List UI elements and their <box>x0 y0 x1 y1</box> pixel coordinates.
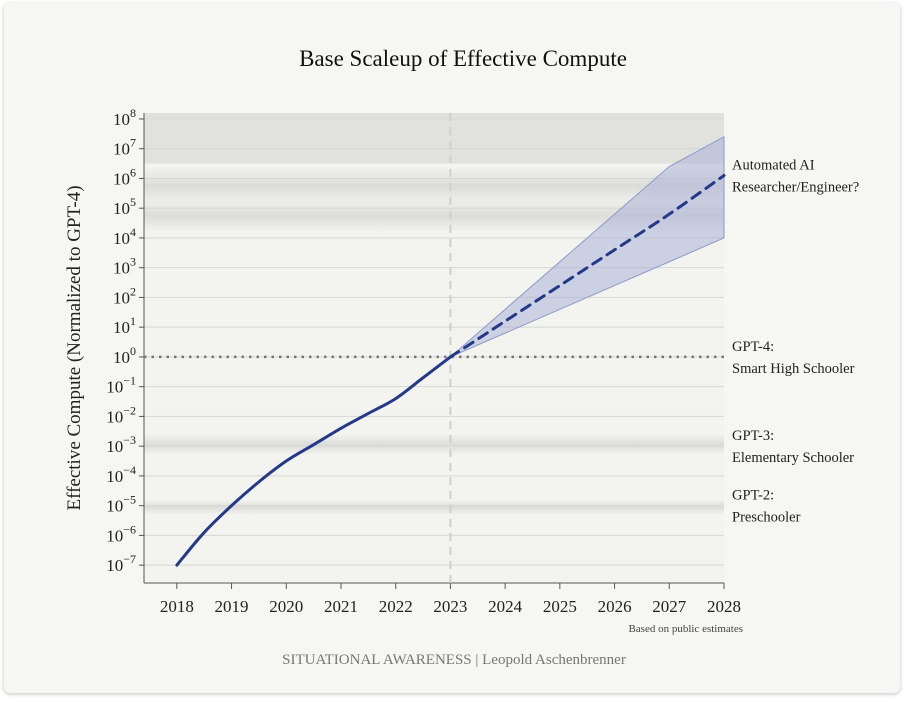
annotation-2-line-1: Elementary Schooler <box>732 450 854 466</box>
x-tick-label-2023: 2023 <box>433 597 467 616</box>
y-tick-label-4: 104 <box>113 225 136 248</box>
y-tick-label--1: 10−1 <box>106 374 136 397</box>
y-tick-label-8: 108 <box>113 106 136 129</box>
x-tick-label-2021: 2021 <box>324 597 358 616</box>
x-tick-label-2027: 2027 <box>652 597 687 616</box>
y-tick-label-2: 102 <box>113 284 136 307</box>
y-tick-label-3: 103 <box>113 255 136 278</box>
shaded-band-top <box>144 113 724 164</box>
x-tick-label-2028: 2028 <box>707 597 741 616</box>
annotation-1-line-1: Smart High Schooler <box>732 361 855 377</box>
shaded-band-3 <box>144 499 724 515</box>
shaded-band-2 <box>144 434 724 456</box>
y-tick-label-1: 101 <box>113 314 136 337</box>
y-axis-label: Effective Compute (Normalized to GPT-4) <box>64 185 85 510</box>
shaded-band-0 <box>144 166 724 206</box>
x-tick-label-2022: 2022 <box>379 597 413 616</box>
x-tick-label-2025: 2025 <box>543 597 577 616</box>
y-tick-label--5: 10−5 <box>106 493 136 516</box>
annotation-2-line-0: GPT-3: <box>732 428 774 444</box>
annotation-0-line-0: Automated AI <box>732 157 815 173</box>
y-tick-label--3: 10−3 <box>106 433 136 456</box>
x-tick-label-2026: 2026 <box>598 597 632 616</box>
annotation-0-line-1: Researcher/Engineer? <box>732 179 859 195</box>
y-tick-label-0: 100 <box>113 344 136 367</box>
annotation-1-line-0: GPT-4: <box>732 339 774 355</box>
y-tick-label--4: 10−4 <box>106 463 136 486</box>
credit-line: SITUATIONAL AWARENESS | Leopold Aschenbr… <box>282 652 626 668</box>
annotation-3-line-1: Preschooler <box>732 510 801 526</box>
x-tick-label-2018: 2018 <box>160 597 194 616</box>
x-tick-label-2024: 2024 <box>488 597 523 616</box>
y-tick-label-6: 106 <box>113 165 136 188</box>
y-tick-label-7: 107 <box>113 136 136 159</box>
chart-title: Base Scaleup of Effective Compute <box>299 46 627 71</box>
annotation-3-line-0: GPT-2: <box>732 488 774 504</box>
x-tick-label-2020: 2020 <box>269 597 303 616</box>
y-tick-label--7: 10−7 <box>106 552 136 575</box>
series-projection <box>448 173 726 359</box>
y-tick-label-5: 105 <box>113 195 136 218</box>
x-tick-label-2019: 2019 <box>215 597 249 616</box>
y-tick-label--2: 10−2 <box>106 403 136 426</box>
y-tick-label--6: 10−6 <box>106 522 136 545</box>
series-historical <box>175 355 452 567</box>
footnote: Based on public estimates <box>628 623 743 635</box>
projection-band <box>450 135 725 358</box>
